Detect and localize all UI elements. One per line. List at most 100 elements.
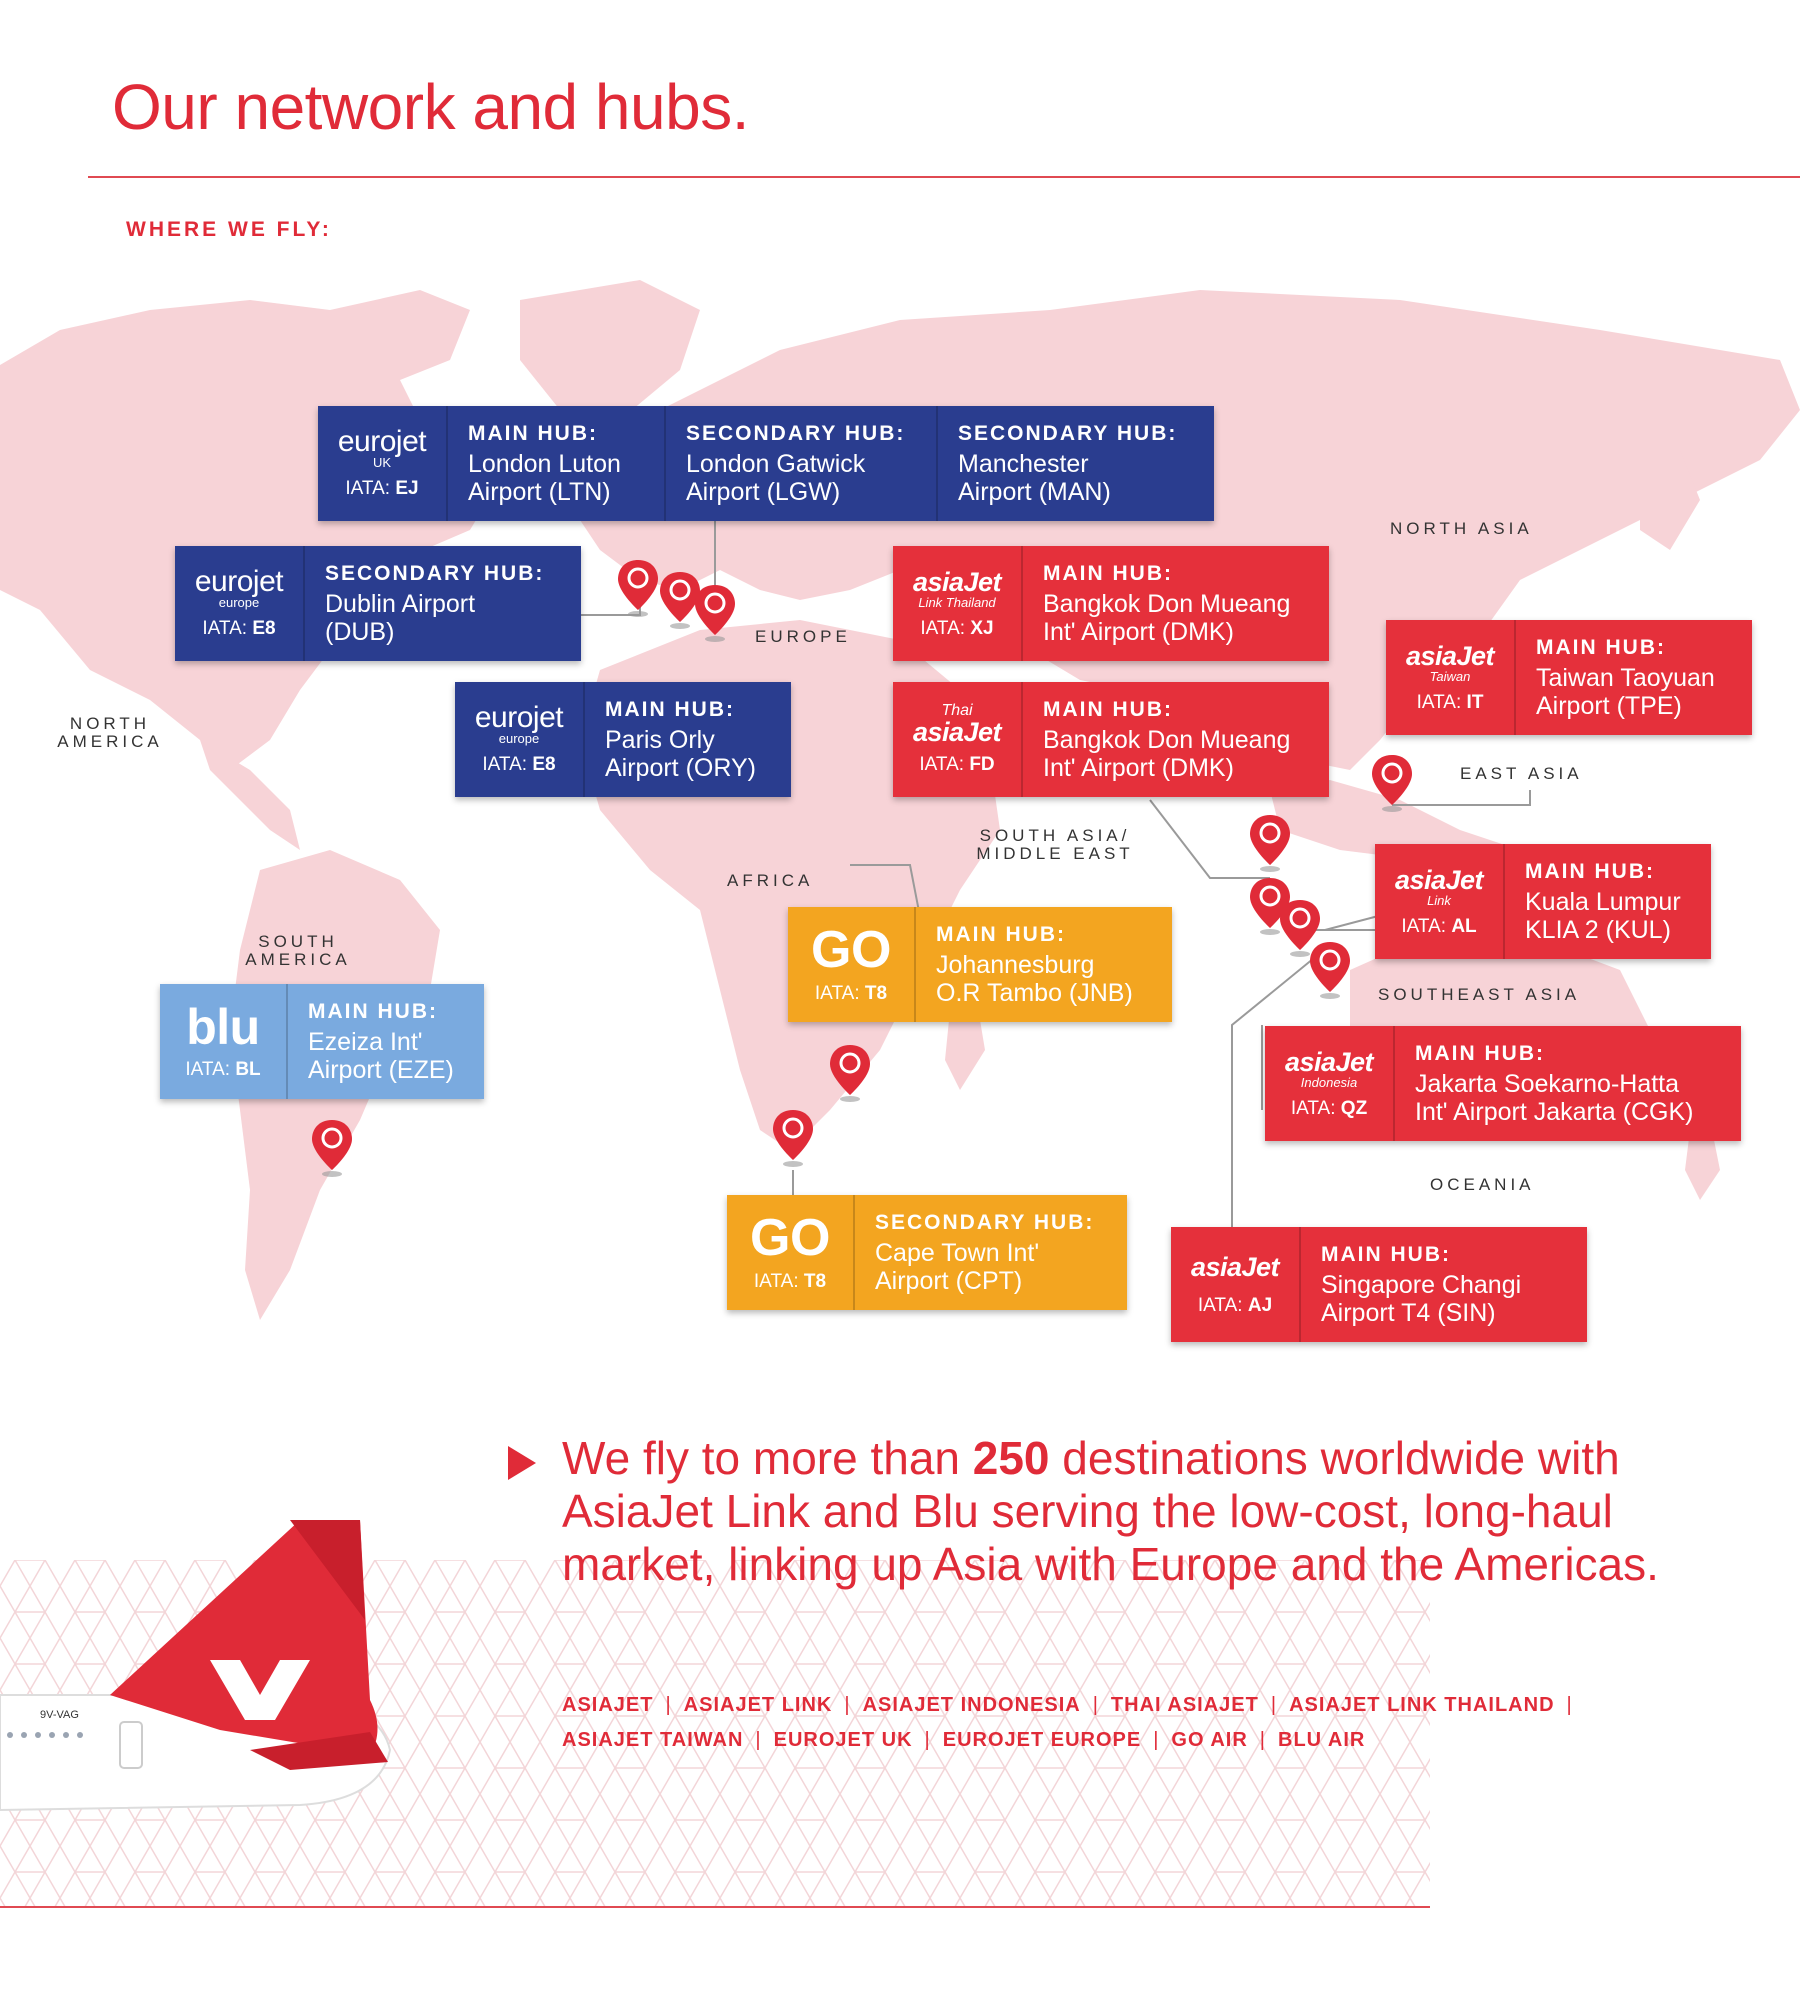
brand-separator: | bbox=[844, 1694, 851, 1716]
hub-type: MAIN HUB: bbox=[1536, 635, 1666, 659]
brand-name: asiaJet bbox=[1405, 640, 1495, 671]
pin-taipei[interactable] bbox=[1370, 753, 1414, 814]
hub-type: SECONDARY HUB: bbox=[958, 421, 1178, 445]
title-divider bbox=[88, 176, 1800, 178]
hub-card-go-cape-town[interactable]: GO IATA: T8 SECONDARY HUB: Cape Town Int… bbox=[727, 1195, 1127, 1310]
pin-jakarta[interactable] bbox=[1308, 940, 1352, 1001]
brand-name: blu bbox=[186, 998, 260, 1055]
hub-card-asiajet-indonesia[interactable]: asiaJet Indonesia IATA: QZ MAIN HUB: Jak… bbox=[1265, 1026, 1741, 1141]
iata-label: IATA: bbox=[814, 982, 860, 1004]
iata-label: IATA: bbox=[202, 617, 248, 639]
aircraft-tail-illustration: 9V-VAG bbox=[0, 1520, 392, 1812]
hub-cell: MAIN HUB: Johannesburg O.R Tambo (JNB) bbox=[916, 907, 1172, 1022]
iata-value: AL bbox=[1451, 915, 1477, 937]
brand-sub: europe bbox=[218, 594, 260, 610]
region-southeast-asia: SOUTHEAST ASIA bbox=[1378, 985, 1581, 1004]
brand-separator: | bbox=[924, 1729, 931, 1751]
iata-code: IATA: E8 bbox=[202, 618, 275, 640]
iata-code: IATA: T8 bbox=[815, 983, 887, 1005]
brand-sub: europe bbox=[498, 730, 540, 746]
brand-name: asiaJet bbox=[912, 716, 1002, 747]
brand-item: EUROJET UK bbox=[773, 1729, 913, 1751]
region-south-asia-line1: SOUTH ASIA/ bbox=[979, 826, 1131, 845]
iata-label: IATA: bbox=[185, 1058, 231, 1080]
brand-name: GO bbox=[750, 1208, 830, 1267]
brand-list: ASIAJET | ASIAJET LINK | ASIAJET INDONESIA | T… bbox=[562, 1688, 1742, 1758]
tagline: We fly to more than 250 destinations wor… bbox=[562, 1432, 1692, 1591]
hub-card-go-johannesburg[interactable]: GO IATA: T8 MAIN HUB: Johannesburg O.R T… bbox=[788, 907, 1172, 1022]
hub-card-eurojet-paris[interactable]: eurojet europe IATA: E8 MAIN HUB: Paris … bbox=[455, 682, 791, 797]
pin-cape-town[interactable] bbox=[771, 1108, 815, 1169]
region-north-asia: NORTH ASIA bbox=[1390, 519, 1533, 538]
iata-value: T8 bbox=[864, 982, 888, 1004]
bottom-divider bbox=[0, 1906, 1430, 1908]
section-label: WHERE WE FLY: bbox=[126, 218, 332, 241]
hub-cell: MAIN HUB: Ezeiza Int' Airport (EZE) bbox=[288, 984, 484, 1099]
hub-airport-line2: KLIA 2 (KUL) bbox=[1525, 915, 1671, 944]
region-south-asia-line2: MIDDLE EAST bbox=[976, 844, 1134, 863]
pin-london[interactable] bbox=[658, 570, 702, 631]
brand-item: EUROJET EUROPE bbox=[942, 1729, 1142, 1751]
brand-item: ASIAJET INDONESIA bbox=[862, 1694, 1081, 1716]
tagline-bold: 250 bbox=[972, 1432, 1050, 1484]
japan-landmass bbox=[1640, 450, 1700, 550]
hub-airport-line2: Airport (LTN) bbox=[468, 477, 611, 506]
region-north-america-line1: NORTH bbox=[69, 714, 151, 733]
hub-card-asiajet-link[interactable]: asiaJet Link IATA: AL MAIN HUB: Kuala Lu… bbox=[1375, 844, 1711, 959]
iata-value: E8 bbox=[532, 753, 556, 775]
pin-dublin[interactable] bbox=[616, 558, 660, 619]
hub-card-asiajet-singapore[interactable]: asiaJet IATA: AJ MAIN HUB: Singapore Cha… bbox=[1171, 1227, 1587, 1342]
pin-johannesburg[interactable] bbox=[828, 1043, 872, 1104]
pin-singapore[interactable] bbox=[1278, 898, 1322, 959]
go-air-logo: GO IATA: T8 bbox=[727, 1195, 855, 1310]
hub-card-blu[interactable]: blu IATA: BL MAIN HUB: Ezeiza Int' Airpo… bbox=[160, 984, 484, 1099]
asiajet-link-logo: asiaJet Link IATA: AL bbox=[1375, 844, 1505, 959]
hub-type: MAIN HUB: bbox=[1043, 561, 1173, 585]
central-america-landmass bbox=[200, 740, 300, 850]
aircraft-registration: 9V-VAG bbox=[40, 1709, 79, 1721]
brand-item: BLU AIR bbox=[1278, 1729, 1366, 1751]
hub-airport-line2: Int' Airport Jakarta (CGK) bbox=[1415, 1097, 1694, 1126]
play-arrow-icon bbox=[508, 1446, 536, 1480]
hub-type: MAIN HUB: bbox=[308, 999, 438, 1023]
region-south-asia: SOUTH ASIA/ MIDDLE EAST bbox=[960, 827, 1150, 863]
hub-card-asiajet-taiwan[interactable]: asiaJet Taiwan IATA: IT MAIN HUB: Taiwan… bbox=[1386, 620, 1752, 735]
hub-card-thai-asiajet[interactable]: Thai asiaJet IATA: FD MAIN HUB: Bangkok … bbox=[893, 682, 1329, 797]
connector-lines bbox=[575, 470, 1531, 1257]
iata-code: IATA: AL bbox=[1401, 916, 1476, 938]
iata-label: IATA: bbox=[919, 753, 965, 775]
hub-airport-line1: Johannesburg bbox=[936, 950, 1095, 979]
hub-type: MAIN HUB: bbox=[1321, 1242, 1451, 1266]
brand-separator: | bbox=[1259, 1729, 1266, 1751]
iata-value: T8 bbox=[803, 1270, 827, 1292]
region-east-asia: EAST ASIA bbox=[1460, 764, 1583, 783]
hub-airport-line1: Manchester bbox=[958, 449, 1089, 478]
pin-buenos-aires[interactable] bbox=[310, 1118, 354, 1179]
hub-card-asiajet-link-thailand[interactable]: asiaJet Link Thailand IATA: XJ MAIN HUB:… bbox=[893, 546, 1329, 661]
iata-code: IATA: QZ bbox=[1291, 1098, 1367, 1120]
iata-value: BL bbox=[235, 1058, 261, 1080]
hub-airport-line2: O.R Tambo (JNB) bbox=[936, 978, 1133, 1007]
hub-airport-line1: Kuala Lumpur bbox=[1525, 887, 1681, 916]
hub-cell: MAIN HUB: Bangkok Don Mueang Int' Airpor… bbox=[1023, 682, 1329, 797]
eurojet-uk-logo: eurojet UK IATA: EJ bbox=[318, 406, 448, 521]
iata-value: AJ bbox=[1247, 1294, 1273, 1316]
iata-label: IATA: bbox=[345, 477, 391, 499]
iata-value: IT bbox=[1466, 691, 1484, 713]
region-africa: AFRICA bbox=[727, 871, 814, 890]
page-title: Our network and hubs. bbox=[112, 71, 749, 143]
asiajet-link-thailand-logo: asiaJet Link Thailand IATA: XJ bbox=[893, 546, 1023, 661]
hub-airport-line1: London Luton bbox=[468, 449, 621, 478]
brand-sub: Link Thailand bbox=[918, 594, 996, 610]
iata-code: IATA: XJ bbox=[920, 618, 993, 640]
pin-bangkok[interactable] bbox=[1248, 813, 1292, 874]
hub-type: MAIN HUB: bbox=[1525, 859, 1655, 883]
brand-name: asiaJet bbox=[912, 566, 1002, 597]
hub-type: SECONDARY HUB: bbox=[325, 561, 545, 585]
hub-cell: MAIN HUB: Paris Orly Airport (ORY) bbox=[585, 682, 791, 797]
hub-card-eurojet-uk[interactable]: eurojet UK IATA: EJ MAIN HUB: London Lut… bbox=[318, 406, 1214, 521]
iata-code: IATA: FD bbox=[919, 754, 994, 776]
pin-paris[interactable] bbox=[693, 583, 737, 644]
hub-card-eurojet-dublin[interactable]: eurojet europe IATA: E8 SECONDARY HUB: D… bbox=[175, 546, 581, 661]
brand-name: eurojet bbox=[474, 700, 564, 734]
